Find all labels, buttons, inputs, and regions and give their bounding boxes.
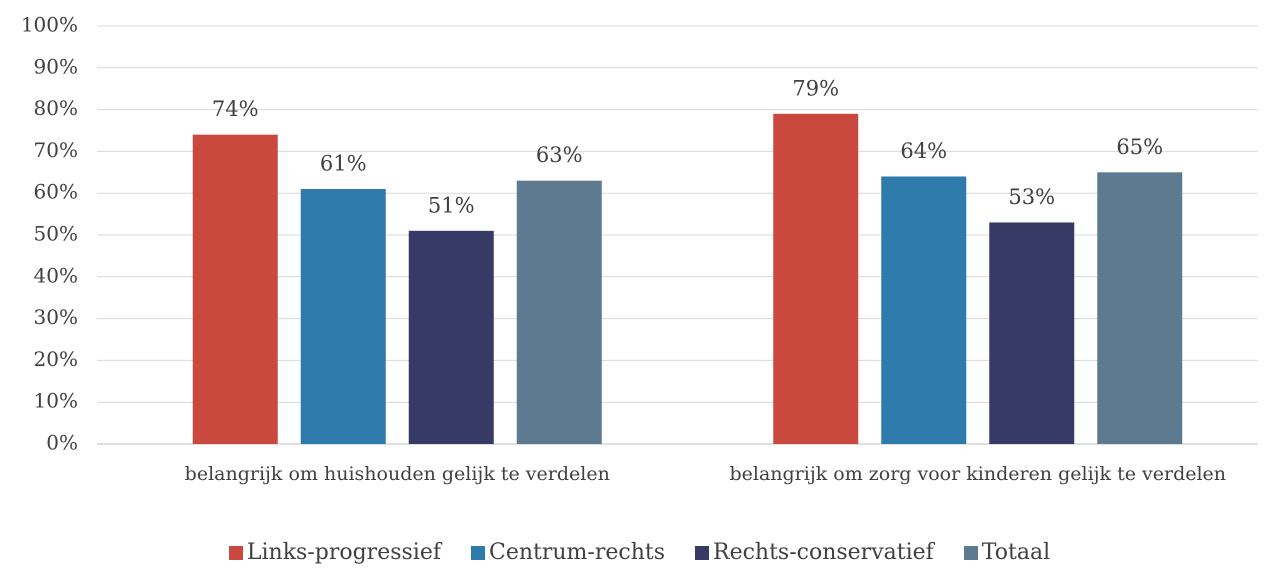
y-tick-label: 10%	[34, 389, 78, 413]
bar	[192, 134, 278, 444]
legend-item: Centrum-rechts	[471, 540, 665, 565]
legend-label: Links-progressief	[246, 540, 441, 565]
data-label: 79%	[792, 76, 839, 100]
legend-swatch	[963, 545, 978, 560]
y-tick-label: 50%	[34, 222, 78, 246]
bar	[881, 176, 967, 445]
legend-item: Links-progressief	[228, 540, 441, 565]
y-tick-label: 90%	[34, 54, 78, 78]
bar	[989, 222, 1075, 444]
data-label: 51%	[428, 193, 475, 217]
y-tick-label: 100%	[21, 13, 78, 37]
data-label: 63%	[536, 143, 583, 167]
data-label: 61%	[320, 152, 367, 176]
legend-label: Rechts-conservatief	[713, 540, 934, 565]
legend-label: Centrum-rechts	[489, 540, 665, 565]
x-tick-label: belangrijk om zorg voor kinderen gelijk …	[729, 463, 1227, 485]
bar	[516, 180, 602, 444]
data-label: 64%	[900, 139, 947, 163]
data-label: 53%	[1008, 185, 1055, 209]
legend-swatch	[695, 545, 709, 560]
y-tick-label: 30%	[34, 305, 78, 329]
data-label: 74%	[212, 97, 259, 121]
bar	[300, 189, 386, 444]
y-tick-label: 40%	[34, 263, 78, 287]
legend-label: Totaal	[981, 540, 1051, 565]
y-tick-label: 0%	[46, 431, 78, 455]
legend: Links-progressief Centrum-rechts Rechts-co…	[0, 540, 1279, 565]
x-tick-label: belangrijk om huishouden gelijk te verde…	[184, 463, 610, 485]
legend-item: Rechts-conservatief	[695, 540, 934, 565]
legend-swatch	[228, 545, 243, 560]
bar	[773, 113, 859, 444]
legend-item: Totaal	[963, 540, 1051, 565]
y-tick-label: 70%	[34, 138, 78, 162]
bar	[408, 230, 494, 444]
y-tick-label: 20%	[34, 347, 78, 371]
y-tick-label: 60%	[34, 180, 78, 204]
y-tick-label: 80%	[34, 96, 78, 120]
legend-swatch	[471, 545, 485, 560]
bar	[1097, 172, 1183, 445]
data-label: 65%	[1116, 135, 1163, 159]
